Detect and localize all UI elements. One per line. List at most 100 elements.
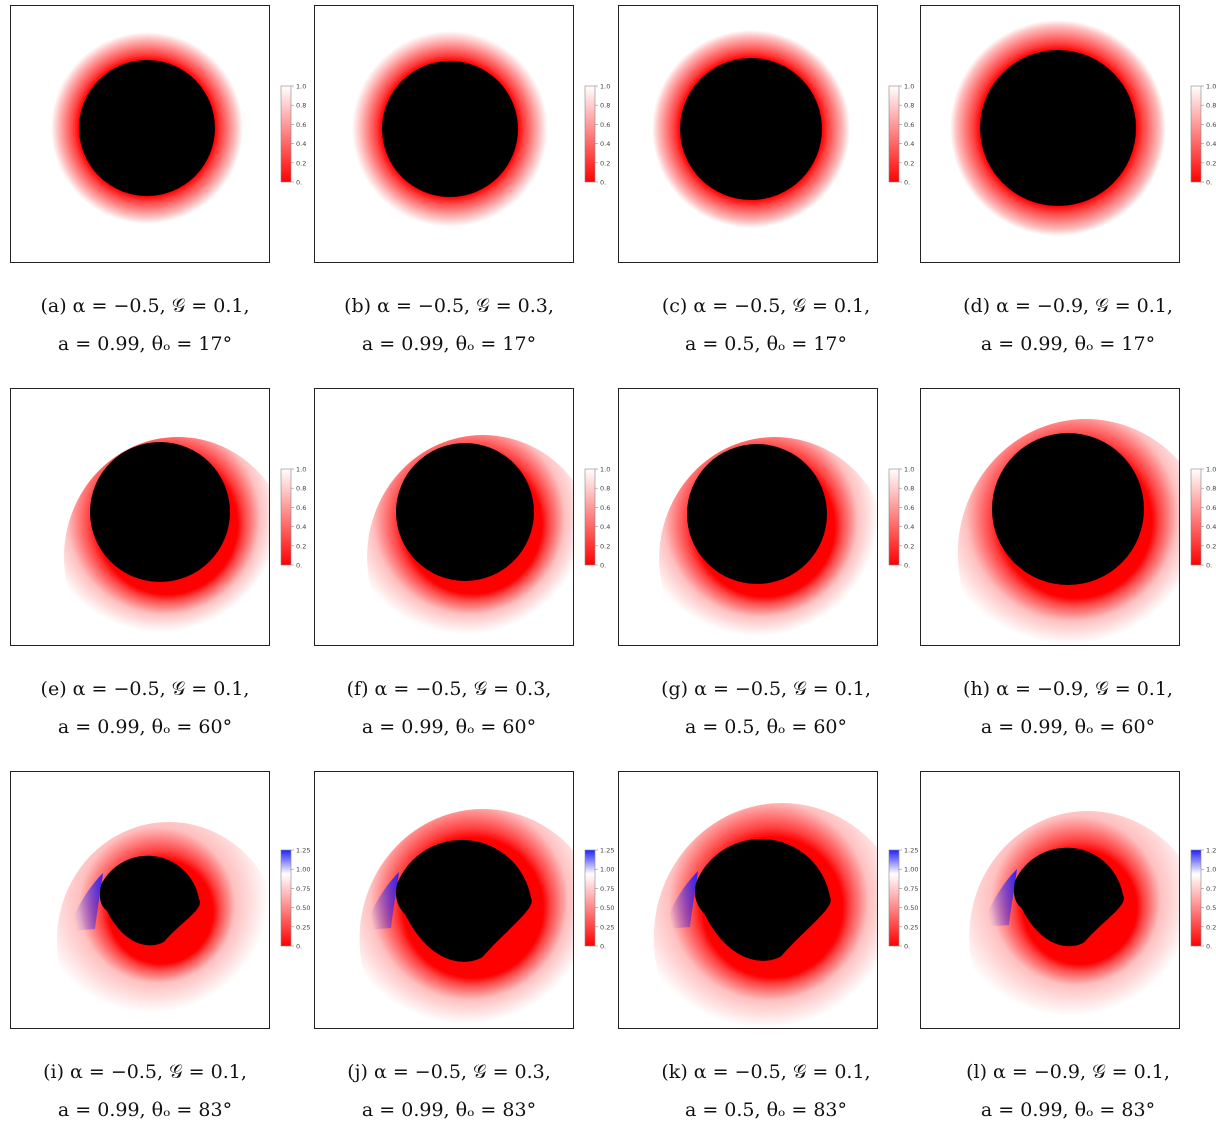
colorbar-tick-label: 0.8 <box>1206 485 1216 493</box>
colorbar-tick-label: 0.2 <box>600 542 610 550</box>
caption-line-parameters: (g) α = −0.5, 𝒢 = 0.1, <box>661 678 871 700</box>
shadow-image-svg-l <box>969 811 1179 1028</box>
colorbar-tick-label: 0.4 <box>1206 140 1216 148</box>
colorbar-l: 1.25 1.00 0.75 0.50 0.25 0. <box>1190 847 1216 957</box>
colorbar-tick-label: 0.4 <box>296 523 306 531</box>
shadow-image-svg-b <box>352 31 548 227</box>
colorbar-i: 1.25 1.00 0.75 0.50 0.25 0. <box>280 847 320 957</box>
caption-line-parameters: (b) α = −0.5, 𝒢 = 0.3, <box>344 295 554 317</box>
shadow-image-svg-e <box>64 437 269 645</box>
subfigure-caption-d: (d) α = −0.9, 𝒢 = 0.1, a = 0.99, θₒ = 17° <box>918 287 1216 363</box>
colorbar-tick-label: 0. <box>296 179 302 187</box>
colorbar-gradient <box>888 85 900 183</box>
caption-line-parameters: (h) α = −0.9, 𝒢 = 0.1, <box>963 678 1173 700</box>
colorbar-tick-label: 0.2 <box>1206 159 1216 167</box>
colorbar-tick-label: 0. <box>600 943 606 951</box>
colorbar-tick-label: 0.25 <box>1206 923 1216 931</box>
shadow-image-svg-h <box>957 419 1179 645</box>
colorbar-f: 1.0 0.8 0.6 0.4 0.2 0. <box>584 466 624 576</box>
colorbar-k: 1.25 1.00 0.75 0.50 0.25 0. <box>888 847 928 957</box>
colorbar-tick-label: 0.6 <box>600 121 610 129</box>
colorbar-tick-label: 0.50 <box>296 904 310 912</box>
colorbar-tick-label: 0.25 <box>296 923 310 931</box>
colorbar-svg: 1.0 0.8 0.6 0.4 0.2 0. <box>584 466 610 570</box>
colorbar-tick-label: 0. <box>904 562 910 570</box>
colorbar-tick-label: 1.00 <box>296 866 310 874</box>
colorbar-gradient <box>584 468 596 566</box>
colorbar-svg: 1.0 0.8 0.6 0.4 0.2 0. <box>1190 83 1216 187</box>
shadow-image-panel-f <box>314 388 574 646</box>
black-hole-shadow <box>680 58 822 200</box>
colorbar-svg: 1.25 1.00 0.75 0.50 0.25 0. <box>280 847 310 951</box>
black-hole-shadow <box>980 50 1136 206</box>
colorbar-tick-label: 0.6 <box>600 504 610 512</box>
colorbar-tick-label: 1.0 <box>1206 83 1216 91</box>
caption-line-spin-inclination: a = 0.99, θₒ = 83° <box>361 1099 537 1121</box>
shadow-image-panel-c <box>618 5 878 263</box>
colorbar-tick-label: 0. <box>296 562 302 570</box>
colorbar-tick-label: 0.8 <box>600 102 610 110</box>
colorbar-tick-label: 0.75 <box>1206 885 1216 893</box>
colorbar-d: 1.0 0.8 0.6 0.4 0.2 0. <box>1190 83 1216 193</box>
colorbar-a: 1.0 0.8 0.6 0.4 0.2 0. <box>280 83 320 193</box>
colorbar-tick-label: 0.2 <box>296 159 306 167</box>
caption-line-parameters: (f) α = −0.5, 𝒢 = 0.3, <box>346 678 552 700</box>
colorbar-gradient <box>280 468 292 566</box>
colorbar-tick-label: 0.2 <box>1206 542 1216 550</box>
colorbar-tick-label: 1.25 <box>600 847 614 855</box>
colorbar-tick-label: 0.2 <box>600 159 610 167</box>
caption-line-spin-inclination: a = 0.5, θₒ = 17° <box>684 333 848 355</box>
colorbar-gradient <box>1190 85 1202 183</box>
subfigure-caption-l: (l) α = −0.9, 𝒢 = 0.1, a = 0.99, θₒ = 83° <box>918 1053 1216 1129</box>
shadow-image-panel-b <box>314 5 574 263</box>
colorbar-tick-label: 0.50 <box>1206 904 1216 912</box>
caption-line-spin-inclination: a = 0.99, θₒ = 60° <box>57 716 233 738</box>
subfigure-caption-i: (i) α = −0.5, 𝒢 = 0.1, a = 0.99, θₒ = 83° <box>0 1053 295 1129</box>
colorbar-tick-label: 0. <box>1206 179 1212 187</box>
caption-line-parameters: (c) α = −0.5, 𝒢 = 0.1, <box>661 295 871 317</box>
colorbar-tick-label: 1.25 <box>1206 847 1216 855</box>
colorbar-gradient <box>888 468 900 566</box>
colorbar-tick-label: 1.0 <box>600 466 610 474</box>
caption-line-spin-inclination: a = 0.99, θₒ = 60° <box>980 716 1156 738</box>
caption-line-parameters: (j) α = −0.5, 𝒢 = 0.3, <box>347 1061 551 1083</box>
caption-line-parameters: (e) α = −0.5, 𝒢 = 0.1, <box>40 678 250 700</box>
colorbar-tick-label: 0. <box>904 179 910 187</box>
colorbar-tick-label: 0.8 <box>296 485 306 493</box>
shadow-image-svg-g <box>659 437 877 645</box>
colorbar-tick-label: 0.75 <box>904 885 918 893</box>
colorbar-tick-label: 0.4 <box>904 523 914 531</box>
subfigure-caption-k: (k) α = −0.5, 𝒢 = 0.1, a = 0.5, θₒ = 83° <box>616 1053 916 1129</box>
colorbar-svg: 1.0 0.8 0.6 0.4 0.2 0. <box>1190 466 1216 570</box>
colorbar-tick-label: 0. <box>1206 943 1212 951</box>
colorbar-tick-label: 1.0 <box>904 466 914 474</box>
colorbar-tick-label: 1.00 <box>600 866 614 874</box>
colorbar-svg: 1.0 0.8 0.6 0.4 0.2 0. <box>280 466 306 570</box>
colorbar-tick-label: 0.75 <box>600 885 614 893</box>
colorbar-tick-label: 0. <box>904 943 910 951</box>
colorbar-tick-label: 0.25 <box>600 923 614 931</box>
caption-line-spin-inclination: a = 0.99, θₒ = 17° <box>361 333 537 355</box>
colorbar-tick-label: 0.6 <box>296 121 306 129</box>
colorbar-tick-label: 0.6 <box>904 504 914 512</box>
colorbar-c: 1.0 0.8 0.6 0.4 0.2 0. <box>888 83 928 193</box>
black-hole-shadow <box>687 444 827 584</box>
blueshift-region <box>664 871 698 929</box>
caption-line-parameters: (k) α = −0.5, 𝒢 = 0.1, <box>661 1061 871 1083</box>
shadow-image-panel-k <box>618 771 878 1029</box>
colorbar-e: 1.0 0.8 0.6 0.4 0.2 0. <box>280 466 320 576</box>
black-hole-shadow <box>382 61 518 197</box>
colorbar-tick-label: 0.8 <box>600 485 610 493</box>
colorbar-svg: 1.0 0.8 0.6 0.4 0.2 0. <box>888 83 914 187</box>
subfigure-caption-b: (b) α = −0.5, 𝒢 = 0.3, a = 0.99, θₒ = 17° <box>299 287 599 363</box>
black-hole-shadow <box>1013 847 1124 947</box>
colorbar-b: 1.0 0.8 0.6 0.4 0.2 0. <box>584 83 624 193</box>
subfigure-caption-c: (c) α = −0.5, 𝒢 = 0.1, a = 0.5, θₒ = 17° <box>616 287 916 363</box>
colorbar-tick-label: 1.0 <box>904 83 914 91</box>
shadow-image-panel-g <box>618 388 878 646</box>
subfigure-caption-g: (g) α = −0.5, 𝒢 = 0.1, a = 0.5, θₒ = 60° <box>616 670 916 746</box>
colorbar-tick-label: 0.50 <box>904 904 918 912</box>
colorbar-tick-label: 0. <box>600 562 606 570</box>
shadow-image-panel-l <box>920 771 1180 1029</box>
colorbar-tick-label: 0.2 <box>904 542 914 550</box>
